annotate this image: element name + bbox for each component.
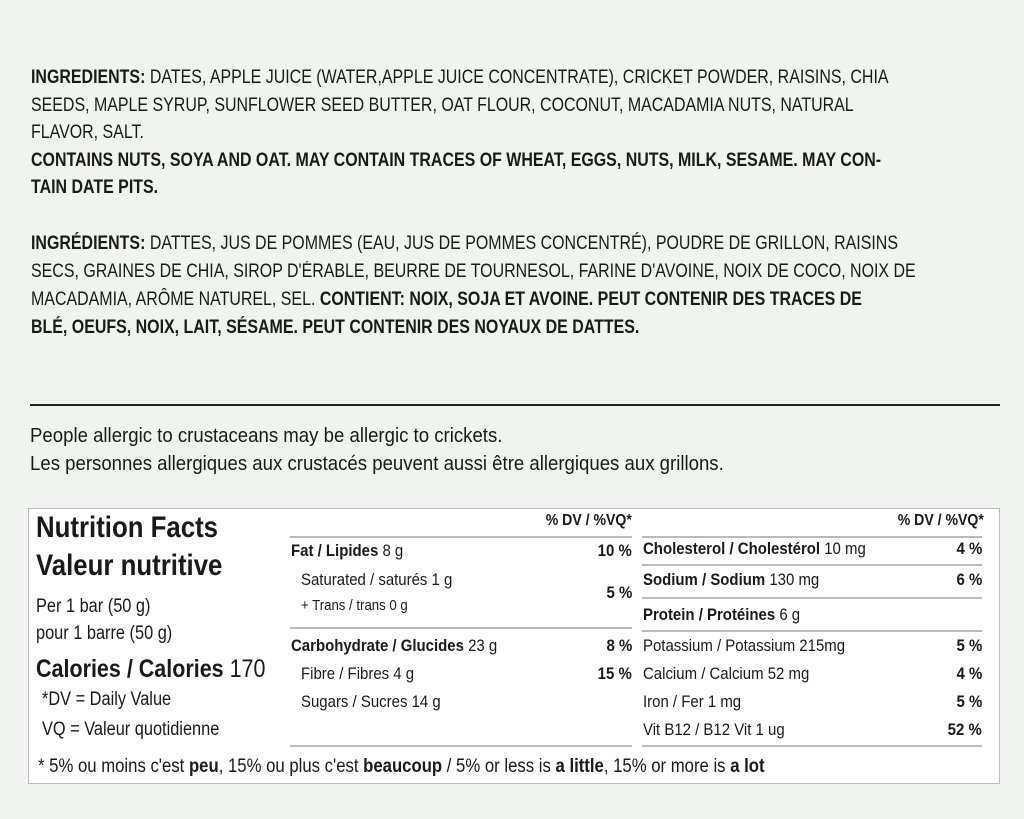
ingredients-text: DATES, APPLE JUICE (WATER,APPLE JUICE CO… xyxy=(145,67,889,88)
ingredients-fr-line: SECS, GRAINES DE CHIA, SIROP D'ÉRABLE, B… xyxy=(31,261,916,282)
dv-header: % DV / %VQ* xyxy=(897,512,984,529)
footnote-text: / 5% or less is xyxy=(442,756,556,777)
allergen-statement-en: CONTAINS NUTS, SOYA AND OAT. MAY CONTAIN… xyxy=(31,150,882,171)
divider xyxy=(642,536,982,538)
nutrient-amount: 10 mg xyxy=(820,539,866,558)
dv-value: 6 % xyxy=(956,570,982,589)
nutrient-label: Carbohydrate / Glucides xyxy=(291,636,464,655)
nutrition-title-en: Nutrition Facts xyxy=(36,511,219,544)
ingredients-label: INGREDIENTS: xyxy=(31,67,146,88)
dv-value: 5 % xyxy=(956,692,982,711)
nutrient-sodium: Sodium / Sodium 130 mg xyxy=(643,570,819,590)
footnote-emphasis: a little xyxy=(555,756,604,777)
nutrient-vitamin-b12: Vit B12 / B12 Vit 1 ug xyxy=(643,720,785,739)
nutrient-cholesterol: Cholesterol / Cholestérol 10 mg xyxy=(643,539,866,559)
nutrient-label: Fat / Lipides xyxy=(291,541,379,560)
ingredients-text: MACADAMIA, ARÔME NATUREL, SEL. xyxy=(31,289,316,310)
ingredients-fr-line: MACADAMIA, ARÔME NATUREL, SEL. CONTIENT:… xyxy=(31,288,862,312)
nutrient-protein: Protein / Protéines 6 g xyxy=(643,605,800,625)
nutrient-amount: 8 g xyxy=(378,541,404,560)
calories: Calories / Calories 170 xyxy=(36,655,265,684)
divider xyxy=(290,627,632,629)
nutrient-label: Protein / Protéines xyxy=(643,605,776,624)
allergen-statement-en: TAIN DATE PITS. xyxy=(31,177,159,198)
divider xyxy=(642,630,982,632)
serving-size-fr: pour 1 barre (50 g) xyxy=(36,623,173,644)
nutrient-fibre: Fibre / Fibres 4 g xyxy=(301,664,415,683)
vq-note: VQ = Valeur quotidienne xyxy=(42,719,220,740)
serving-size-en: Per 1 bar (50 g) xyxy=(36,596,151,617)
divider xyxy=(290,745,632,747)
nutrition-title-fr: Valeur nutritive xyxy=(36,549,223,582)
ingredients-fr-line: INGRÉDIENTS: DATTES, JUS DE POMMES (EAU,… xyxy=(31,232,898,256)
nutrient-iron: Iron / Fer 1 mg xyxy=(643,692,742,711)
nutrient-label: Cholesterol / Cholestérol xyxy=(643,539,821,558)
dv-value: 4 % xyxy=(956,539,982,558)
nutrition-facts-panel xyxy=(28,508,1000,784)
allergy-warning-en: People allergic to crustaceans may be al… xyxy=(30,425,503,447)
divider xyxy=(30,404,1000,406)
nutrient-carbohydrate: Carbohydrate / Glucides 23 g xyxy=(291,636,497,656)
nutrient-trans: + Trans / trans 0 g xyxy=(301,597,408,614)
footnote-emphasis: peu xyxy=(188,756,219,777)
calories-value: 170 xyxy=(223,655,266,683)
nutrient-amount: 130 mg xyxy=(765,570,820,589)
footnote-emphasis: beaucoup xyxy=(363,756,443,777)
calories-label: Calories / Calories xyxy=(36,655,224,683)
divider xyxy=(290,536,632,538)
dv-value: 52 % xyxy=(947,720,982,739)
dv-note: *DV = Daily Value xyxy=(42,689,172,710)
nutrient-sugars: Sugars / Sucres 14 g xyxy=(301,692,441,711)
dv-header: % DV / %VQ* xyxy=(545,512,632,529)
dv-value: 15 % xyxy=(597,664,632,683)
divider xyxy=(642,597,982,599)
nutrient-label: Sodium / Sodium xyxy=(643,570,766,589)
footnote-emphasis: a lot xyxy=(730,756,765,777)
nutrient-fat: Fat / Lipides 8 g xyxy=(291,541,403,561)
divider xyxy=(642,564,982,566)
nutrient-amount: 23 g xyxy=(463,636,498,655)
ingredients-text: DATTES, JUS DE POMMES (EAU, JUS DE POMME… xyxy=(145,233,898,254)
nutrient-amount: 6 g xyxy=(775,605,801,624)
allergy-warning-fr: Les personnes allergiques aux crustacés … xyxy=(30,453,724,475)
dv-value: 5 % xyxy=(606,583,632,602)
nutrient-saturated: Saturated / saturés 1 g xyxy=(301,570,453,589)
footnote-text: * 5% ou moins c'est xyxy=(38,756,189,777)
ingredients-en-line: SEEDS, MAPLE SYRUP, SUNFLOWER SEED BUTTE… xyxy=(31,95,854,116)
dv-value: 10 % xyxy=(597,541,632,560)
allergen-statement-fr: BLÉ, OEUFS, NOIX, LAIT, SÉSAME. PEUT CON… xyxy=(31,317,640,338)
allergen-statement-fr: CONTIENT: NOIX, SOJA ET AVOINE. PEUT CON… xyxy=(315,289,862,310)
dv-value: 5 % xyxy=(956,636,982,655)
nutrient-calcium: Calcium / Calcium 52 mg xyxy=(643,664,810,683)
divider xyxy=(642,745,982,747)
dv-value: 4 % xyxy=(956,664,982,683)
ingredients-en-line: INGREDIENTS: DATES, APPLE JUICE (WATER,A… xyxy=(31,66,889,90)
footnote-text: , 15% ou plus c'est xyxy=(218,756,364,777)
ingredients-label: INGRÉDIENTS: xyxy=(31,233,146,254)
nutrient-potassium: Potassium / Potassium 215mg xyxy=(643,636,846,655)
dv-footnote: * 5% ou moins c'est peu, 15% ou plus c'e… xyxy=(38,756,765,778)
ingredients-en-line: FLAVOR, SALT. xyxy=(31,122,144,143)
footnote-text: , 15% or more is xyxy=(603,756,731,777)
dv-value: 8 % xyxy=(606,636,632,655)
